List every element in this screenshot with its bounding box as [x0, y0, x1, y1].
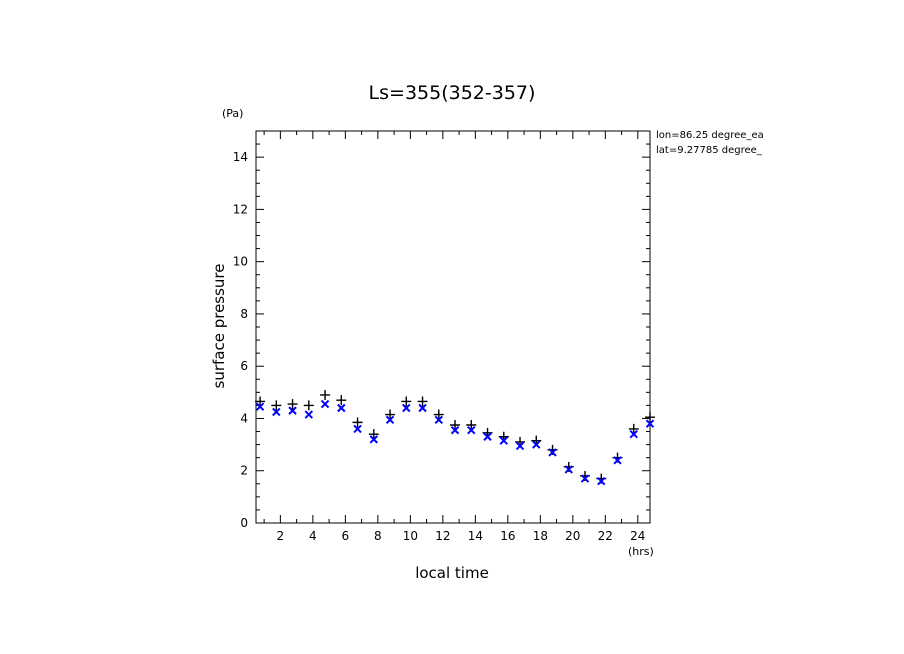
data-point-x: [402, 403, 411, 413]
data-point-x: [613, 456, 622, 465]
data-point-x: [564, 465, 573, 474]
axis-ticks: [256, 130, 650, 524]
data-point-plus: [303, 400, 314, 411]
y-tick-label: 8: [240, 307, 248, 321]
y-tick-label: 4: [240, 411, 248, 425]
y-axis-label: surface pressure: [210, 264, 228, 389]
data-point-x: [532, 440, 541, 449]
x-tick-label: 12: [435, 529, 450, 543]
y-tick-label: 12: [233, 202, 248, 216]
data-point-x: [645, 419, 655, 428]
data-point-plus: [385, 409, 396, 420]
y-tick-label: 2: [240, 464, 248, 478]
x-tick-label: 18: [533, 529, 548, 543]
data-point-x: [337, 403, 346, 413]
y-tick-label: 0: [240, 516, 248, 530]
x-tick-label: 14: [468, 529, 483, 543]
y-unit-label: (Pa): [222, 107, 243, 120]
annotation-lat: lat=9.27785 degree_: [656, 145, 763, 156]
x-tick-label: 8: [374, 529, 382, 543]
data-point-plus: [401, 396, 412, 407]
y-tick-label: 14: [233, 150, 248, 164]
data-point-x: [288, 406, 297, 415]
data-point-plus: [287, 399, 298, 410]
data-point-x: [597, 476, 606, 486]
x-axis-label: local time: [415, 564, 489, 582]
data-point-plus: [271, 400, 282, 411]
data-point-plus: [336, 395, 347, 406]
data-point-x: [515, 441, 525, 451]
data-point-x: [629, 429, 638, 439]
data-point-x: [450, 426, 460, 435]
plot-frame: [255, 130, 651, 524]
data-point-plus: [433, 409, 444, 420]
data-point-x: [304, 410, 314, 419]
data-point-x: [418, 403, 427, 413]
data-point-plus: [368, 429, 379, 440]
annotation-lon: lon=86.25 degree_ea: [656, 130, 764, 141]
data-point-x: [467, 426, 476, 435]
data-point-x: [499, 436, 508, 445]
data-point-plus: [255, 396, 266, 407]
x-tick-label: 4: [309, 529, 317, 543]
data-point-plus: [466, 420, 477, 430]
data-point-x: [385, 415, 395, 424]
x-tick-label: 6: [342, 529, 350, 543]
data-point-x: [272, 407, 281, 417]
data-point-x: [320, 399, 330, 409]
data-point-plus: [450, 420, 461, 430]
data-point-plus: [417, 396, 428, 407]
data-point-x: [434, 415, 443, 424]
x-tick-label: 16: [500, 529, 515, 543]
x-tick-label: 10: [403, 529, 418, 543]
y-tick-label: 10: [233, 255, 248, 269]
chart-title: Ls=355(352-357): [369, 82, 536, 104]
data-point-x: [369, 435, 379, 444]
data-point-plus: [628, 423, 639, 434]
data-point-x: [483, 432, 492, 441]
data-point-x: [353, 424, 362, 434]
x-tick-label: 22: [598, 529, 613, 543]
data-point-plus: [352, 417, 363, 428]
data-marks: [255, 389, 655, 486]
data-point-x: [580, 474, 590, 483]
x-unit-label: (hrs): [628, 545, 654, 558]
data-point-plus: [320, 389, 331, 400]
data-point-plus: [645, 412, 655, 423]
x-tick-label: 24: [630, 529, 645, 543]
data-point-x: [255, 402, 265, 411]
data-point-x: [548, 448, 557, 457]
x-tick-label: 2: [277, 529, 285, 543]
y-tick-label: 6: [240, 359, 248, 373]
x-tick-label: 20: [565, 529, 580, 543]
